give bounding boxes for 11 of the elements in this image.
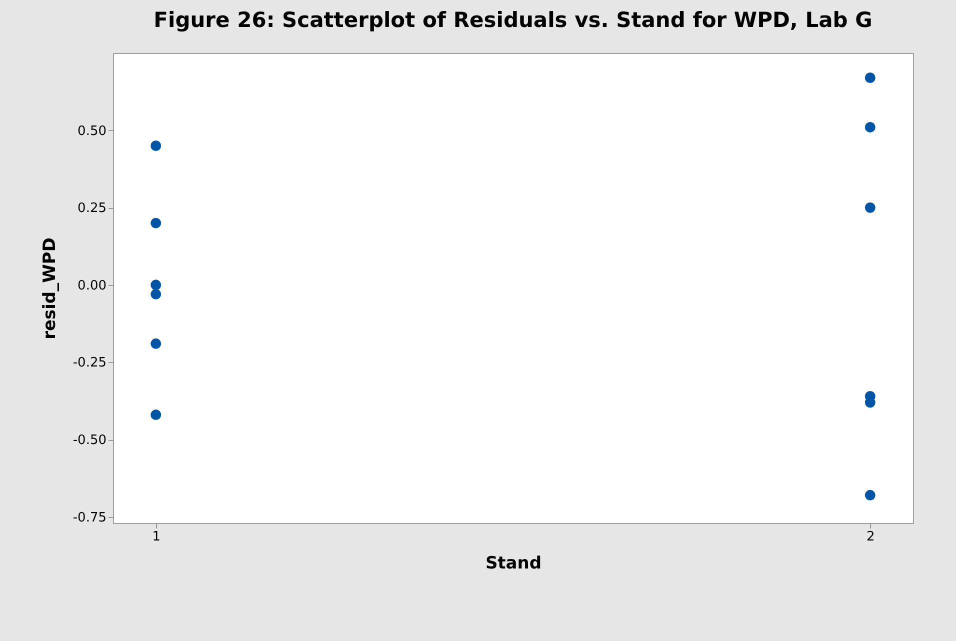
x-tick-label: 2 bbox=[866, 530, 875, 544]
y-tick-label: -0.50 bbox=[72, 433, 106, 448]
y-tick-label: 0.00 bbox=[78, 278, 106, 294]
x-axis-title: Stand bbox=[485, 554, 542, 574]
y-tick-label: 0.50 bbox=[78, 124, 106, 139]
y-tick-label: -0.75 bbox=[72, 510, 106, 526]
x-tick-label: 1 bbox=[152, 530, 160, 544]
chart-title: Figure 26: Scatterplot of Residuals vs. Stand for WPD, Lab G bbox=[154, 8, 872, 32]
y-tick-label: -0.25 bbox=[72, 356, 106, 371]
y-axis-title: resid_WPD bbox=[40, 238, 60, 340]
y-tick-label: 0.25 bbox=[78, 201, 106, 216]
